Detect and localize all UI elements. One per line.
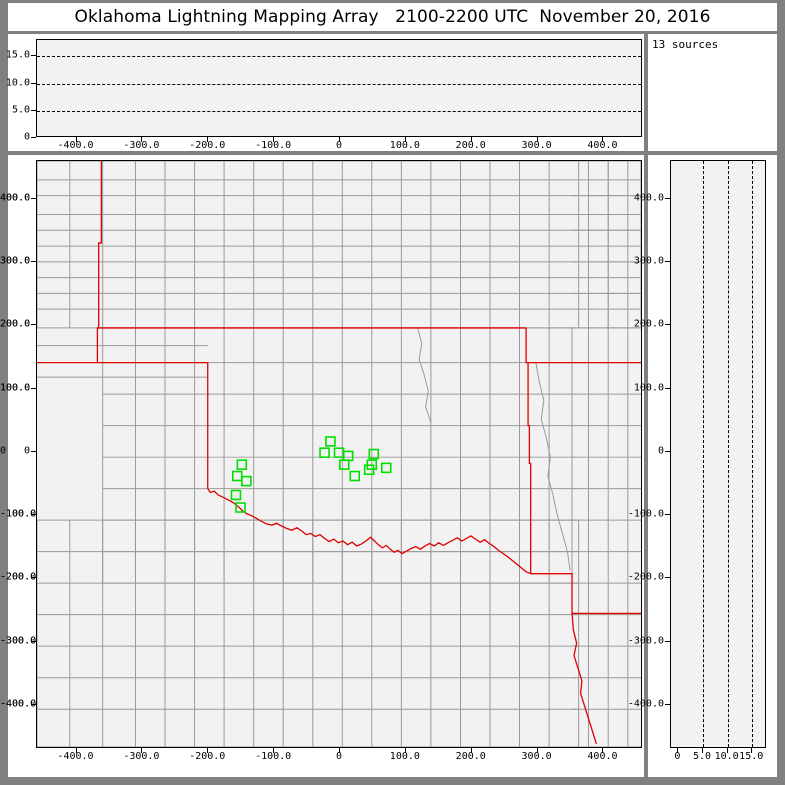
plan-view-xtick-6[interactable]: 200.0 bbox=[456, 751, 486, 762]
plan-view-ytick-8[interactable]: -400.0 bbox=[0, 698, 30, 709]
altitude-ns-xtick-2[interactable]: 10.0 bbox=[715, 751, 739, 762]
altitude-east-west-ytick-1[interactable]: 5.0 bbox=[0, 104, 30, 115]
altitude-ns-xtick-0[interactable]: 0 bbox=[674, 751, 680, 762]
plan-view-xtick-1[interactable]: -300.0 bbox=[123, 751, 159, 762]
plan-view-ytick-7[interactable]: -300.0 bbox=[0, 635, 30, 646]
plan-view-xtick-4[interactable]: 0 bbox=[336, 751, 342, 762]
state-border-ok-arkansas-jog bbox=[531, 574, 572, 614]
state-border-arkansas-river bbox=[572, 613, 596, 743]
state-border-red-river bbox=[208, 489, 531, 574]
source-marker[interactable] bbox=[236, 503, 245, 512]
plan-view-xtick-7[interactable]: 300.0 bbox=[522, 751, 552, 762]
altitude-ns-xtick-1[interactable]: 5.0 bbox=[693, 751, 711, 762]
altitude-ns-ytick-3[interactable]: 100.0 bbox=[618, 382, 664, 393]
altitude-ns-gridline[interactable] bbox=[728, 161, 729, 747]
page-title: Oklahoma Lightning Mapping Array 2100-22… bbox=[75, 7, 711, 27]
altitude-east-west-panel bbox=[8, 34, 644, 151]
plan-view-ytick-tickmark[interactable] bbox=[31, 388, 36, 389]
state-border-east-kansas bbox=[526, 328, 531, 574]
altitude-ns-ytick-0[interactable]: 400.0 bbox=[618, 192, 664, 203]
source-marker[interactable] bbox=[320, 448, 329, 457]
plan-view-ytick-4[interactable]: 0 bbox=[0, 445, 30, 456]
altitude-ns-ytick-tickmark[interactable] bbox=[665, 324, 670, 325]
source-count-label: 13 sources bbox=[652, 38, 718, 51]
altitude-ns-ytick-5[interactable]: -100.0 bbox=[618, 509, 664, 520]
altitude-east-west-ytick-tickmark[interactable] bbox=[31, 83, 36, 84]
altitude-east-west-xtick-1[interactable]: -300.0 bbox=[123, 140, 159, 151]
altitude-ns-gridline[interactable] bbox=[703, 161, 704, 747]
title-bar: Oklahoma Lightning Mapping Array 2100-22… bbox=[8, 3, 777, 31]
plan-view-ytick-tickmark[interactable] bbox=[31, 451, 36, 452]
altitude-east-west-ytick-tickmark[interactable] bbox=[31, 110, 36, 111]
altitude-gridline[interactable] bbox=[37, 56, 641, 57]
plan-view-ytick-tickmark[interactable] bbox=[31, 198, 36, 199]
source-marker[interactable] bbox=[382, 463, 391, 472]
source-marker[interactable] bbox=[237, 460, 246, 469]
altitude-east-west-xtick-5[interactable]: 100.0 bbox=[390, 140, 420, 151]
source-marker[interactable] bbox=[242, 477, 251, 486]
plan-view-xtick-8[interactable]: 400.0 bbox=[587, 751, 617, 762]
map-canvas bbox=[37, 161, 641, 747]
plan-view-ytick-tickmark[interactable] bbox=[31, 261, 36, 262]
altitude-ns-ytick-6[interactable]: -200.0 bbox=[618, 572, 664, 583]
altitude-ns-ytick-2[interactable]: 200.0 bbox=[618, 319, 664, 330]
altitude-north-south-plot-area[interactable] bbox=[670, 160, 766, 748]
altitude-ns-ytick-1[interactable]: 300.0 bbox=[618, 256, 664, 267]
altitude-ns-ytick-tickmark[interactable] bbox=[665, 198, 670, 199]
altitude-east-west-xtick-6[interactable]: 200.0 bbox=[456, 140, 486, 151]
county-river-line bbox=[418, 328, 431, 423]
altitude-east-west-ytick-0[interactable]: 0 bbox=[0, 132, 30, 143]
altitude-ns-ytick-7[interactable]: -300.0 bbox=[618, 635, 664, 646]
altitude-east-west-plot-area[interactable] bbox=[36, 39, 642, 137]
source-count-panel bbox=[648, 34, 777, 151]
altitude-ns-ytick-4[interactable]: 0 bbox=[618, 445, 664, 456]
source-marker[interactable] bbox=[326, 437, 335, 446]
plan-view-ytick-0[interactable]: 400.0 bbox=[0, 192, 30, 203]
altitude-east-west-ytick-2[interactable]: 10.0 bbox=[0, 77, 30, 88]
altitude-ns-gridline[interactable] bbox=[752, 161, 753, 747]
altitude-ns-ytick-tickmark[interactable] bbox=[665, 514, 670, 515]
plan-view-ytick-5[interactable]: -100.0 bbox=[0, 509, 30, 520]
plan-view-ytick-1[interactable]: 300.0 bbox=[0, 256, 30, 267]
plan-view-ytick-tickmark[interactable] bbox=[31, 324, 36, 325]
altitude-east-west-ytick-tickmark[interactable] bbox=[31, 55, 36, 56]
altitude-ns-ytick-tickmark[interactable] bbox=[665, 388, 670, 389]
altitude-east-west-xtick-4[interactable]: 0 bbox=[336, 140, 342, 151]
altitude-east-west-xtick-3[interactable]: -100.0 bbox=[255, 140, 291, 151]
plan-view-ytick-6[interactable]: -200.0 bbox=[0, 572, 30, 583]
source-marker[interactable] bbox=[350, 472, 359, 481]
source-marker[interactable] bbox=[344, 451, 353, 460]
altitude-east-west-xtick-2[interactable]: -200.0 bbox=[189, 140, 225, 151]
altitude-east-west-xtick-0[interactable]: -400.0 bbox=[57, 140, 93, 151]
altitude-gridline[interactable] bbox=[37, 111, 641, 112]
plan-view-ytick-3[interactable]: 100.0 bbox=[0, 382, 30, 393]
source-marker[interactable] bbox=[233, 472, 242, 481]
plan-view-xtick-2[interactable]: -200.0 bbox=[189, 751, 225, 762]
plan-view-xtick-5[interactable]: 100.0 bbox=[390, 751, 420, 762]
altitude-ns-ytick-tickmark[interactable] bbox=[665, 261, 670, 262]
state-boundaries bbox=[37, 161, 641, 744]
lma-viewer-window: Oklahoma Lightning Mapping Array 2100-22… bbox=[0, 0, 785, 785]
plan-view-ytick-2[interactable]: 200.0 bbox=[0, 319, 30, 330]
altitude-ns-xtick-3[interactable]: 15.0 bbox=[739, 751, 763, 762]
plan-view-xtick-0[interactable]: -400.0 bbox=[57, 751, 93, 762]
altitude-east-west-xtick-8[interactable]: 400.0 bbox=[587, 140, 617, 151]
altitude-north-south-panel bbox=[648, 155, 777, 777]
plan-view-plot-area[interactable] bbox=[36, 160, 642, 748]
altitude-ns-ytick-tickmark[interactable] bbox=[665, 577, 670, 578]
source-marker[interactable] bbox=[340, 460, 349, 469]
county-boundaries bbox=[37, 161, 641, 747]
altitude-east-west-ytick-tickmark[interactable] bbox=[31, 137, 36, 138]
altitude-ns-ytick-tickmark[interactable] bbox=[665, 641, 670, 642]
plan-view-panel bbox=[8, 155, 644, 777]
plan-view-xtick-3[interactable]: -100.0 bbox=[255, 751, 291, 762]
altitude-ns-ytick-tickmark[interactable] bbox=[665, 451, 670, 452]
altitude-east-west-xtick-7[interactable]: 300.0 bbox=[522, 140, 552, 151]
source-marker[interactable] bbox=[231, 490, 240, 499]
altitude-gridline[interactable] bbox=[37, 84, 641, 85]
altitude-ns-ytick-8[interactable]: -400.0 bbox=[618, 698, 664, 709]
altitude-ns-ytick-tickmark[interactable] bbox=[665, 704, 670, 705]
altitude-east-west-ytick-3[interactable]: 15.0 bbox=[0, 50, 30, 61]
source-markers[interactable] bbox=[231, 437, 390, 512]
